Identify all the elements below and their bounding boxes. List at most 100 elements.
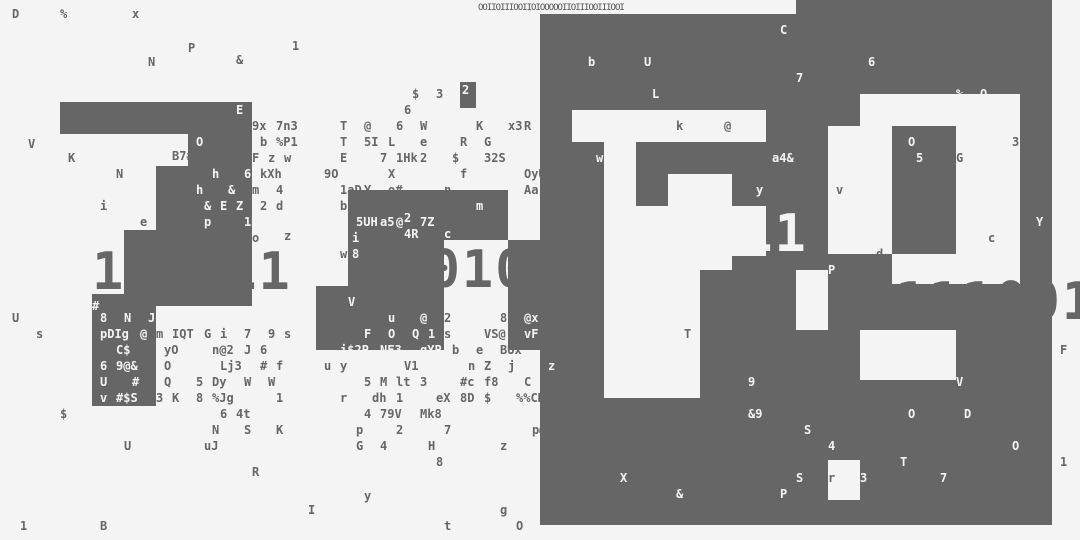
- glyph: 5I: [364, 135, 379, 149]
- glyph: c: [988, 231, 996, 245]
- glyph: J: [244, 343, 252, 357]
- glyph: p@: [532, 423, 547, 437]
- glyph: 9O: [324, 167, 339, 181]
- glyph: y: [756, 183, 764, 197]
- glyph: 6: [868, 55, 876, 69]
- glyph: d: [876, 247, 884, 261]
- glyph: b: [260, 135, 268, 149]
- glyph: s: [36, 327, 44, 341]
- light-block: [796, 270, 828, 330]
- glyph: s: [444, 327, 452, 341]
- glyph: u: [388, 311, 396, 325]
- glyph: 9x: [252, 119, 267, 133]
- glyph: n@2: [212, 343, 234, 357]
- glyph: f: [460, 167, 468, 181]
- dark-block: [444, 190, 508, 240]
- glyph: b: [452, 343, 460, 357]
- glyph: v: [836, 183, 844, 197]
- glyph: 32S: [484, 151, 506, 165]
- dark-block: [892, 126, 956, 254]
- glyph: 4: [380, 439, 388, 453]
- glyph: P: [188, 41, 196, 55]
- glyph: O: [164, 359, 172, 373]
- glyph: Q: [164, 375, 172, 389]
- glyph: 8$: [500, 311, 515, 325]
- glyph: E: [236, 103, 244, 117]
- glyph: $: [484, 391, 492, 405]
- glyph: W: [268, 375, 276, 389]
- glyph: @x: [524, 311, 539, 325]
- glyph: Mk8: [420, 407, 442, 421]
- glyph: n: [468, 359, 476, 373]
- glyph: X: [388, 167, 396, 181]
- glyph: g: [500, 503, 508, 517]
- glyph: K: [68, 151, 76, 165]
- glyph: 5UH: [356, 215, 378, 229]
- glyph: gYP: [420, 343, 442, 357]
- glyph: 1: [1060, 455, 1068, 469]
- glyph: b: [340, 199, 348, 213]
- glyph: lt: [396, 375, 411, 389]
- glyph: x: [132, 7, 140, 21]
- glyph: kXh: [260, 167, 282, 181]
- glyph: #: [260, 359, 268, 373]
- light-block: [892, 254, 1020, 284]
- glyph: 3: [156, 391, 164, 405]
- glyph: 4t: [236, 407, 251, 421]
- glyph: t: [444, 519, 452, 533]
- glyph: Y: [1036, 215, 1044, 229]
- glyph: K: [276, 423, 284, 437]
- glyph: E: [340, 151, 348, 165]
- glyph: #$S: [116, 391, 138, 405]
- dark-block: [460, 82, 476, 108]
- glyph: 8: [352, 247, 360, 261]
- glyph: Y: [364, 183, 372, 197]
- glyph: Aa: [524, 183, 539, 197]
- glyph: z: [284, 229, 292, 243]
- glyph: BUx: [500, 343, 522, 357]
- glyph: S: [804, 423, 812, 437]
- glyph: r: [340, 391, 348, 405]
- glyph: u: [324, 359, 332, 373]
- light-block: [828, 126, 860, 254]
- glyph: 7: [380, 151, 388, 165]
- glyph: #: [132, 375, 140, 389]
- glyph: Z: [236, 199, 244, 213]
- glyph: C$: [116, 343, 131, 357]
- glyph: 2: [396, 423, 404, 437]
- glyph: 1: [396, 391, 404, 405]
- glyph: O: [516, 519, 524, 533]
- glyph: G: [356, 439, 364, 453]
- glyph: I: [308, 503, 316, 517]
- glyph: D: [12, 7, 20, 21]
- dark-block: [156, 166, 252, 230]
- glyph: eX: [436, 391, 451, 405]
- glyph: G: [956, 151, 964, 165]
- glyph: 9: [748, 375, 756, 389]
- glyph: V: [956, 375, 964, 389]
- glyph: T: [340, 135, 348, 149]
- big-number-right-bottom: 1111001: [862, 272, 1080, 332]
- glyph: Q: [412, 327, 420, 341]
- glyph: 6: [396, 119, 404, 133]
- glyph: IQT: [172, 327, 194, 341]
- glyph: 7: [244, 327, 252, 341]
- glyph: D: [964, 407, 972, 421]
- glyph: y: [340, 359, 348, 373]
- dark-block: [188, 134, 252, 166]
- glyph: 2: [420, 151, 428, 165]
- glyph: o#: [388, 183, 403, 197]
- glyph: 4: [364, 407, 372, 421]
- glyph: O: [908, 135, 916, 149]
- glyph: B7#: [172, 149, 194, 163]
- glyph: h: [212, 167, 220, 181]
- glyph: 79V: [380, 407, 402, 421]
- glyph: z: [500, 439, 508, 453]
- glyph: 9: [268, 327, 276, 341]
- glyph: Dy: [212, 375, 227, 389]
- glyph: p: [356, 423, 364, 437]
- glyph: W: [244, 375, 252, 389]
- light-block: [572, 110, 766, 142]
- glyph: 3: [420, 375, 428, 389]
- glyph: T: [900, 455, 908, 469]
